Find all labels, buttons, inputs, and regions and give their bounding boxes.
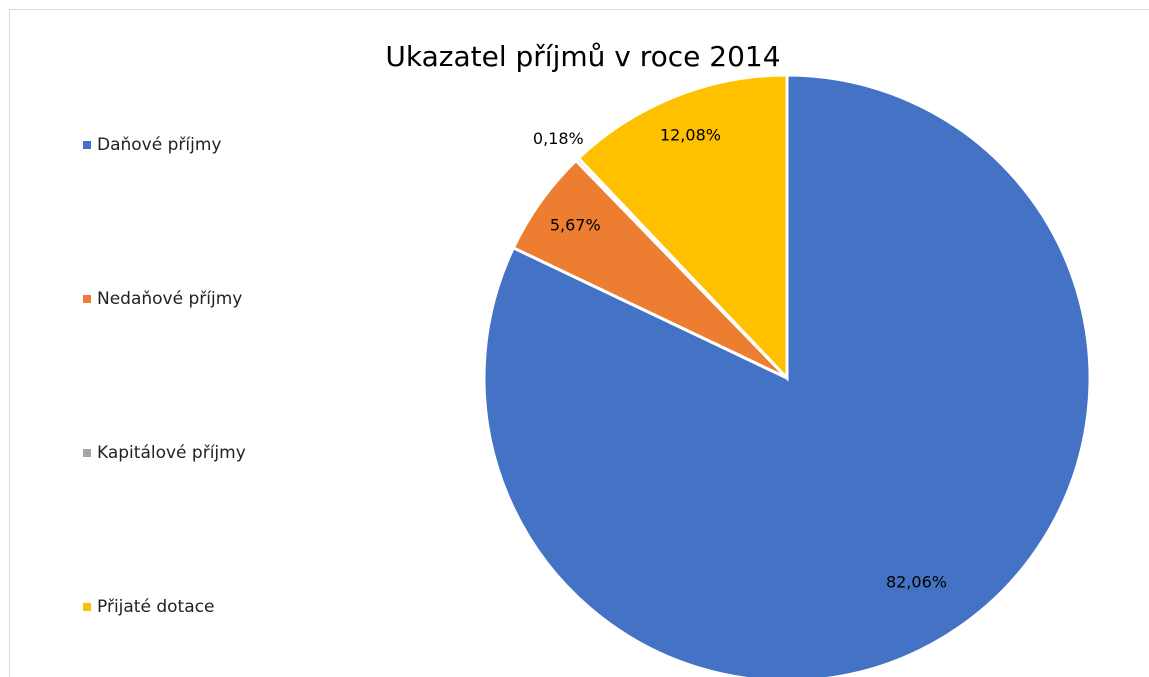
legend-swatch xyxy=(83,295,91,303)
legend-text: Nedaňové příjmy xyxy=(97,289,242,309)
legend-swatch xyxy=(83,141,91,149)
data-label: 12,08% xyxy=(660,125,721,144)
chart-border xyxy=(9,9,1149,677)
legend-text: Kapitálové příjmy xyxy=(97,443,246,463)
data-label: 0,18% xyxy=(533,129,584,148)
chart-title: Ukazatel příjmů v roce 2014 xyxy=(385,40,780,73)
legend-swatch xyxy=(83,449,91,457)
legend-text: Přijaté dotace xyxy=(97,597,214,617)
pie-slice xyxy=(576,73,789,382)
legend-swatch xyxy=(83,603,91,611)
data-label: 82,06% xyxy=(886,572,947,591)
data-label: 5,67% xyxy=(550,216,601,235)
legend-text: Daňové příjmy xyxy=(97,135,221,155)
